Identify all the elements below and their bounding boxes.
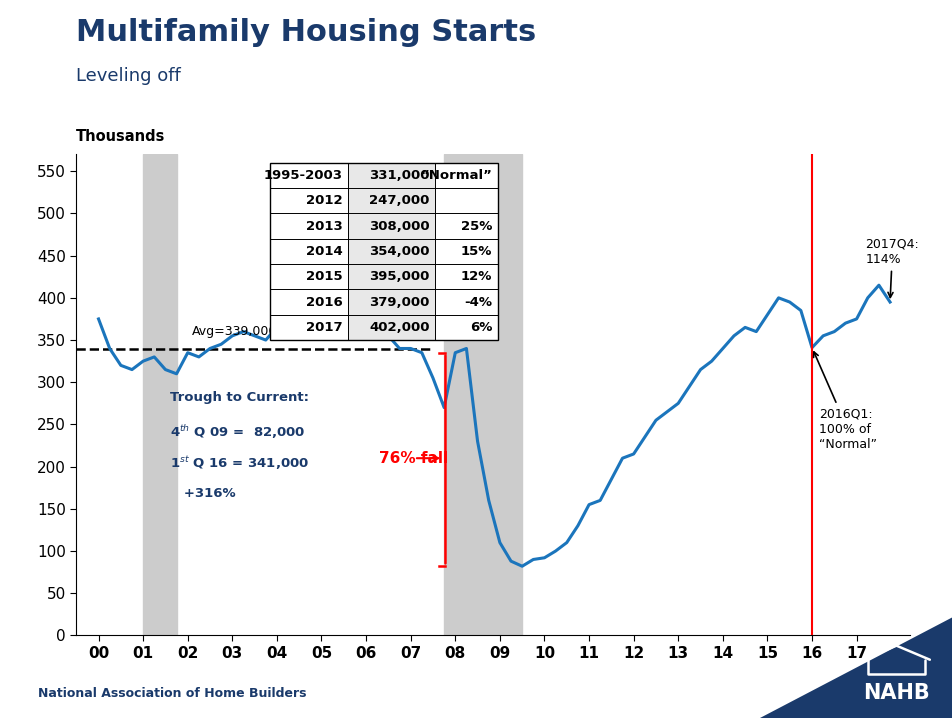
Text: 402,000: 402,000	[369, 321, 429, 334]
Text: 25%: 25%	[461, 220, 492, 233]
Text: NAHB: NAHB	[863, 683, 929, 703]
Text: 1995-2003: 1995-2003	[264, 169, 343, 182]
Bar	[347, 163, 435, 340]
Text: 2014: 2014	[306, 245, 343, 258]
Bar	[270, 163, 497, 340]
Text: 2015: 2015	[306, 270, 343, 283]
Text: Multifamily Housing Starts: Multifamily Housing Starts	[76, 18, 536, 47]
Text: 1$^{st}$ Q 16 = 341,000: 1$^{st}$ Q 16 = 341,000	[169, 454, 308, 472]
Text: 4$^{th}$ Q 09 =  82,000: 4$^{th}$ Q 09 = 82,000	[169, 423, 306, 441]
Text: “Normal”: “Normal”	[420, 169, 492, 182]
Bar	[444, 154, 522, 635]
Text: 2012: 2012	[306, 195, 343, 208]
Text: +316%: +316%	[169, 487, 235, 500]
Text: 6%: 6%	[469, 321, 492, 334]
Text: 331,000: 331,000	[369, 169, 429, 182]
Text: 15%: 15%	[461, 245, 492, 258]
Text: National Association of Home Builders: National Association of Home Builders	[38, 687, 307, 700]
Text: 379,000: 379,000	[369, 296, 429, 309]
Text: 247,000: 247,000	[369, 195, 429, 208]
Text: 12%: 12%	[461, 270, 492, 283]
Text: Leveling off: Leveling off	[76, 67, 181, 85]
Text: 2016Q1:
100% of
“Normal”: 2016Q1: 100% of “Normal”	[813, 352, 876, 451]
Text: 308,000: 308,000	[368, 220, 429, 233]
Text: 2017: 2017	[306, 321, 343, 334]
Polygon shape	[760, 617, 952, 718]
Bar	[270, 163, 497, 340]
Text: Trough to Current:: Trough to Current:	[169, 391, 308, 404]
Text: -4%: -4%	[464, 296, 492, 309]
Bar	[143, 154, 176, 635]
Text: Avg=339,000: Avg=339,000	[192, 325, 277, 338]
Text: Thousands: Thousands	[76, 129, 166, 144]
Text: 76% fall: 76% fall	[379, 451, 448, 466]
Text: 395,000: 395,000	[369, 270, 429, 283]
Text: 354,000: 354,000	[369, 245, 429, 258]
Text: 2013: 2013	[306, 220, 343, 233]
Text: 2016: 2016	[306, 296, 343, 309]
Text: 2017Q4:
114%: 2017Q4: 114%	[864, 238, 919, 297]
